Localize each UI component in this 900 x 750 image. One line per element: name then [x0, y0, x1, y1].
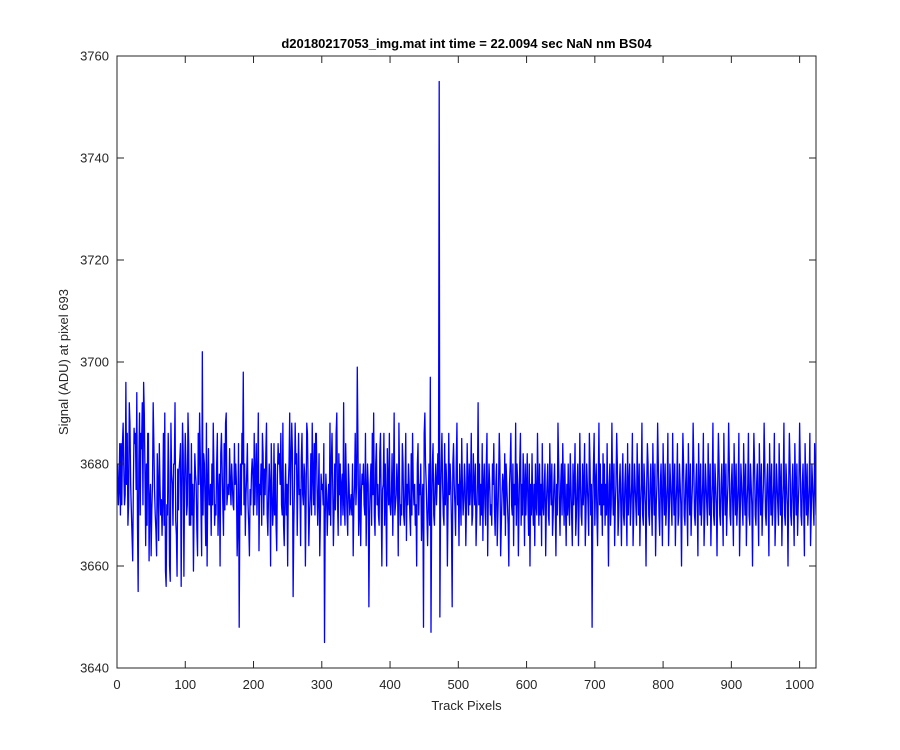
y-tick-label: 3740: [80, 151, 109, 166]
axes-background: [117, 56, 816, 668]
y-tick-label: 3720: [80, 253, 109, 268]
x-tick-label: 600: [516, 677, 538, 692]
x-tick-label: 700: [584, 677, 606, 692]
y-tick-label: 3640: [80, 661, 109, 676]
x-tick-label: 1000: [785, 677, 814, 692]
x-tick-label: 300: [311, 677, 333, 692]
x-tick-label: 800: [652, 677, 674, 692]
y-tick-label: 3680: [80, 457, 109, 472]
x-tick-label: 400: [379, 677, 401, 692]
y-tick-label: 3660: [80, 559, 109, 574]
x-axis-label: Track Pixels: [431, 698, 502, 713]
y-axis-ticks: 3640 3660 3680 3700 3720 3740 3760: [80, 49, 816, 676]
series-layer: [117, 80, 816, 644]
x-tick-label: 500: [447, 677, 469, 692]
x-tick-label: 900: [721, 677, 743, 692]
x-tick-label: 0: [113, 677, 120, 692]
chart-title: d20180217053_img.mat int time = 22.0094 …: [281, 36, 652, 51]
x-tick-label: 200: [243, 677, 265, 692]
x-axis-ticks: 0 100 200 300 400 500 600 700 800 900 1000: [113, 56, 814, 692]
y-tick-label: 3760: [80, 49, 109, 64]
signal-series-line: [117, 80, 816, 644]
y-tick-label: 3700: [80, 355, 109, 370]
y-axis-label: Signal (ADU) at pixel 693: [56, 289, 71, 435]
x-tick-label: 100: [174, 677, 196, 692]
axes-box: [116, 55, 817, 669]
